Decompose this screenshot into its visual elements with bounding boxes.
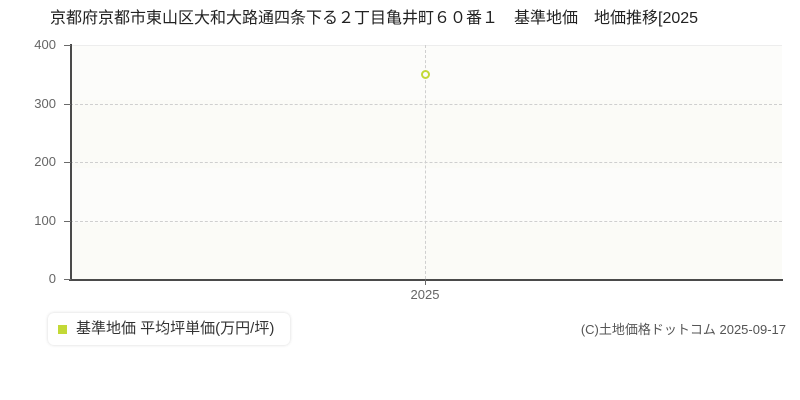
- gridline-x-2025: [425, 45, 426, 279]
- plot-band-1: [70, 100, 782, 168]
- gridline-y-200: [70, 162, 782, 163]
- plot-area: [70, 45, 782, 279]
- y-tick-mark-400: [64, 45, 71, 46]
- x-tick-label-2025: 2025: [410, 287, 440, 302]
- legend[interactable]: 基準地価 平均坪単価(万円/坪): [48, 313, 291, 345]
- copyright-credit: (C)土地価格ドットコム 2025-09-17: [580, 322, 786, 337]
- y-tick-label-300: 300: [34, 96, 56, 111]
- gridline-y-300: [70, 103, 782, 105]
- page-title: 京都府京都市東山区大和大路通四条下る２丁目亀井町６０番１ 基準地価 地価推移[2…: [50, 10, 699, 27]
- legend-color-swatch: [58, 324, 67, 334]
- y-tick-label-400: 400: [34, 37, 56, 52]
- plot-band-2: [70, 223, 782, 279]
- y-tick-mark-300: [64, 103, 71, 105]
- legend-item-label: 基準地価 平均坪単価(万円/坪): [76, 320, 275, 337]
- y-tick-label-100: 100: [34, 213, 56, 228]
- gridline-y-400: [70, 45, 782, 46]
- y-tick-label-200: 200: [34, 154, 56, 169]
- data-point-2025[interactable]: [420, 69, 430, 79]
- x-axis-line: [69, 279, 783, 281]
- y-tick-mark-100: [64, 220, 71, 222]
- y-axis-line: [70, 44, 72, 280]
- y-tick-mark-200: [64, 162, 71, 163]
- gridline-y-100: [70, 220, 782, 222]
- y-tick-mark-0: [64, 279, 71, 280]
- y-tick-label-0: 0: [48, 271, 56, 286]
- x-tick-mark-2025: [425, 279, 426, 285]
